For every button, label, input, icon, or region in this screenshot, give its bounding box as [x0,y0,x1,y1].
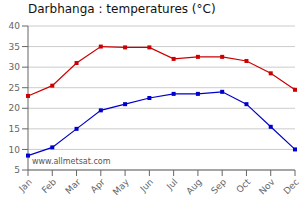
svg-text:Aug: Aug [184,177,204,197]
html-text:www.allmetsat.com: www.allmetsat.com [32,157,111,166]
svg-text:10: 10 [9,145,21,155]
svg-text:30: 30 [9,62,21,72]
svg-text:Sep: Sep [209,177,228,196]
html-text:Darbhanga : temperatures (°C): Darbhanga : temperatures (°C) [28,2,216,16]
svg-text:25: 25 [9,83,20,93]
svg-text:Jan: Jan [16,177,34,195]
svg-text:Oct: Oct [234,177,252,195]
svg-text:5: 5 [14,165,20,175]
svg-text:Feb: Feb [40,177,59,196]
svg-text:35: 35 [9,42,20,52]
svg-text:Jul: Jul [164,177,179,192]
svg-text:Dec: Dec [282,177,297,196]
svg-text:May: May [111,176,132,197]
svg-text:Nov: Nov [257,176,277,196]
svg-text:40: 40 [9,21,21,31]
svg-text:15: 15 [9,124,20,134]
svg-text:Jun: Jun [138,177,156,195]
svg-text:Apr: Apr [89,177,107,195]
svg-text:Mar: Mar [63,177,82,196]
svg-text:20: 20 [9,103,21,113]
